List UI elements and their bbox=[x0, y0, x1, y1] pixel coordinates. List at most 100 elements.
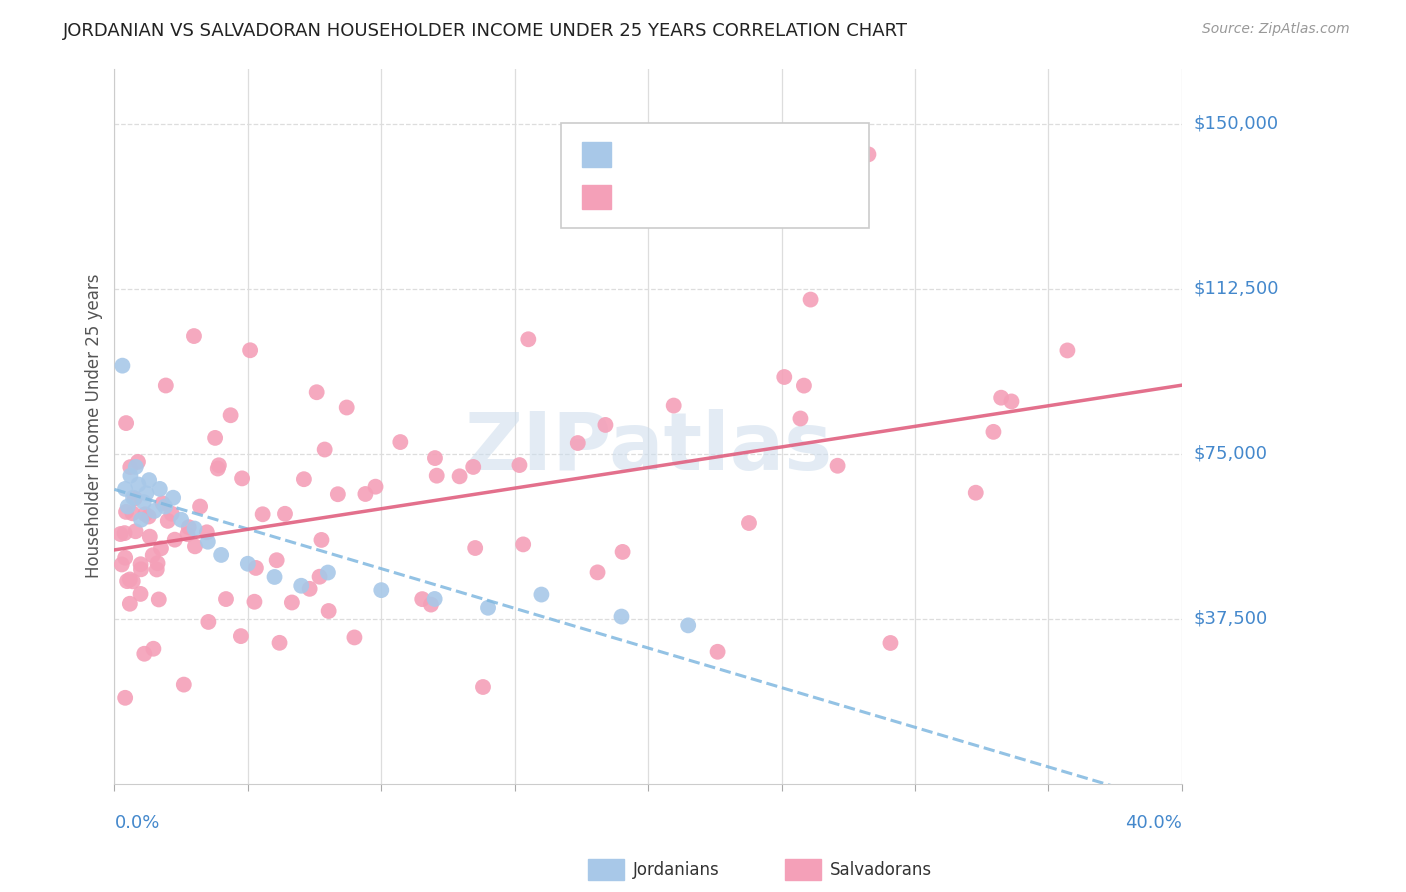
Point bbox=[114, 550, 136, 565]
Point bbox=[512, 537, 534, 551]
Point bbox=[965, 485, 987, 500]
Point bbox=[124, 524, 146, 539]
Point bbox=[184, 539, 207, 553]
Point bbox=[208, 458, 231, 473]
Point bbox=[111, 558, 134, 572]
Point bbox=[411, 592, 433, 607]
Point bbox=[145, 562, 167, 576]
Text: Salvadorans: Salvadorans bbox=[830, 861, 932, 879]
Point bbox=[706, 645, 728, 659]
Point bbox=[245, 561, 267, 575]
Point bbox=[134, 647, 156, 661]
Point bbox=[305, 385, 328, 400]
Point bbox=[155, 378, 177, 392]
Point bbox=[204, 431, 226, 445]
Point bbox=[125, 459, 148, 474]
Point bbox=[160, 507, 183, 521]
Text: R =: R = bbox=[619, 188, 658, 206]
Point bbox=[115, 574, 138, 588]
Point bbox=[423, 451, 446, 466]
Text: 40.0%: 40.0% bbox=[1125, 814, 1182, 832]
Point bbox=[118, 597, 141, 611]
Point bbox=[662, 399, 685, 413]
Point bbox=[281, 595, 304, 609]
Point bbox=[138, 473, 160, 487]
Text: Source: ZipAtlas.com: Source: ZipAtlas.com bbox=[1202, 22, 1350, 37]
Point bbox=[129, 587, 152, 601]
Point bbox=[121, 506, 143, 520]
Point bbox=[336, 401, 359, 415]
Point bbox=[477, 600, 499, 615]
Point bbox=[132, 495, 155, 509]
Point bbox=[183, 329, 205, 343]
Point bbox=[127, 477, 149, 491]
Point bbox=[207, 461, 229, 475]
Point bbox=[163, 533, 186, 547]
Text: $37,500: $37,500 bbox=[1194, 610, 1267, 628]
Point bbox=[197, 615, 219, 629]
Point bbox=[243, 595, 266, 609]
Point bbox=[148, 592, 170, 607]
Point bbox=[114, 526, 136, 541]
Point bbox=[176, 527, 198, 541]
Point bbox=[117, 500, 139, 514]
Point bbox=[858, 147, 880, 161]
Point bbox=[231, 471, 253, 485]
Point bbox=[800, 293, 823, 307]
Point bbox=[318, 604, 340, 618]
Point bbox=[364, 480, 387, 494]
Point bbox=[354, 487, 377, 501]
Point bbox=[115, 505, 138, 519]
Point bbox=[793, 378, 815, 392]
Text: 100: 100 bbox=[754, 188, 790, 206]
Point bbox=[370, 583, 392, 598]
Point bbox=[139, 530, 162, 544]
Y-axis label: Householder Income Under 25 years: Householder Income Under 25 years bbox=[86, 274, 103, 578]
Point bbox=[120, 460, 142, 475]
Point bbox=[173, 678, 195, 692]
Point bbox=[138, 509, 160, 524]
Point bbox=[326, 487, 349, 501]
Text: 0.0%: 0.0% bbox=[114, 814, 160, 832]
Point bbox=[773, 370, 796, 384]
Point bbox=[143, 504, 166, 518]
Point bbox=[252, 508, 274, 522]
Point bbox=[134, 507, 156, 521]
Point bbox=[567, 436, 589, 450]
Point bbox=[464, 541, 486, 555]
Point bbox=[508, 458, 530, 472]
Point bbox=[114, 690, 136, 705]
Point bbox=[183, 522, 205, 536]
Point bbox=[290, 579, 312, 593]
Text: -0.102: -0.102 bbox=[661, 145, 725, 163]
Point bbox=[308, 570, 330, 584]
Point bbox=[463, 459, 485, 474]
Point bbox=[209, 548, 232, 562]
Text: $75,000: $75,000 bbox=[1194, 445, 1267, 463]
Point bbox=[314, 442, 336, 457]
Text: Jordanians: Jordanians bbox=[633, 861, 720, 879]
Text: N =: N = bbox=[720, 188, 761, 206]
Point bbox=[197, 534, 219, 549]
Point bbox=[135, 486, 157, 500]
Point bbox=[156, 514, 179, 528]
Point bbox=[153, 500, 176, 514]
Point bbox=[129, 513, 152, 527]
Point bbox=[239, 343, 262, 358]
Point bbox=[311, 533, 333, 547]
Point bbox=[676, 618, 699, 632]
Point bbox=[129, 558, 152, 572]
Point bbox=[142, 548, 165, 562]
Point bbox=[517, 332, 540, 346]
Point bbox=[219, 409, 242, 423]
Point bbox=[343, 631, 366, 645]
Point bbox=[188, 500, 211, 514]
Point bbox=[738, 516, 761, 530]
Point bbox=[983, 425, 1005, 439]
Text: JORDANIAN VS SALVADORAN HOUSEHOLDER INCOME UNDER 25 YEARS CORRELATION CHART: JORDANIAN VS SALVADORAN HOUSEHOLDER INCO… bbox=[63, 22, 908, 40]
Point bbox=[449, 469, 471, 483]
Point bbox=[426, 468, 449, 483]
Point bbox=[292, 472, 315, 486]
Point bbox=[990, 391, 1012, 405]
Point bbox=[827, 458, 849, 473]
